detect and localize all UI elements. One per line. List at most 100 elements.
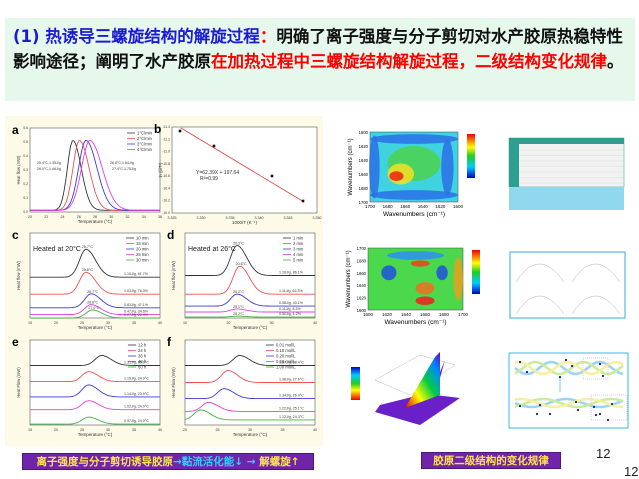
- ion-dot: [564, 358, 568, 362]
- y-tick-label: 1660: [357, 271, 367, 276]
- dsc-curve: [30, 293, 160, 309]
- dsc-curve: [185, 245, 315, 276]
- x-tick-label: 25: [80, 321, 84, 325]
- dsc-curve: [185, 388, 315, 400]
- curve-annotation: 0.11J/g, 8.3%: [279, 307, 302, 311]
- header-text-box: (1) 热诱导三螺旋结构的解旋过程：明确了离子强度与分子剪切对水产胶原热稳特性影…: [5, 18, 635, 101]
- table-header: [509, 138, 624, 144]
- panel-label: e: [12, 335, 19, 349]
- y-tick-label: 0.2: [23, 182, 28, 186]
- legend-label: 0.20 mol/L: [276, 354, 296, 359]
- y-tick-label: 0.4: [23, 154, 28, 158]
- peak-label: 20.3°C: [233, 242, 244, 246]
- x-tick-label: 1660: [400, 204, 411, 209]
- legend-label: 0.01 mol/L: [276, 343, 296, 348]
- peak-label: 26.7°C: [87, 290, 98, 294]
- x-tick-label: 22: [44, 215, 48, 219]
- x-tick-label: 20: [226, 321, 230, 325]
- dsc-curve: [185, 315, 315, 318]
- dsc-curve: [185, 293, 315, 307]
- contour-region: [436, 265, 448, 281]
- peak-annotation: 26.0°C,1.46J/g: [37, 167, 61, 171]
- dsc-curve: [185, 401, 315, 412]
- data-point: [212, 144, 216, 148]
- y-axis-label: Wavenumbers (cm⁻¹): [348, 138, 354, 195]
- x-tick-label: 30: [109, 215, 113, 219]
- contour-region: [369, 135, 380, 199]
- y-tick-label: -11.2: [163, 137, 171, 141]
- curve-annotation: 1.34J/g, 26.9°C: [279, 394, 304, 398]
- dsc-curve: [185, 265, 315, 295]
- data-point: [178, 129, 182, 133]
- y-tick-label: -11.0: [163, 150, 171, 154]
- y-tick-label: 1620: [357, 296, 367, 301]
- contour-region: [415, 282, 435, 295]
- contour-region: [387, 251, 444, 260]
- legend-label: 1 min: [293, 236, 304, 241]
- ion-dot: [598, 412, 602, 416]
- ion-dot: [525, 370, 529, 374]
- x-tick-label: 1600: [453, 204, 464, 209]
- x-tick-label: 40: [158, 321, 162, 325]
- x-tick-label: 40: [313, 321, 317, 325]
- y-tick-label: 1600: [357, 308, 367, 313]
- x-tick-label: 40: [313, 428, 317, 432]
- contour-region: [410, 260, 430, 267]
- x-tick-label: 32: [126, 215, 130, 219]
- x-tick-label: 3.335: [226, 216, 235, 220]
- curve-annotation: 1.16J/g, 86.1%: [279, 271, 304, 275]
- ion-dot: [594, 413, 598, 417]
- legend-label: 1°C/min: [137, 131, 153, 136]
- color-scale-bar: [467, 134, 475, 178]
- legend-label: 2°C/min: [137, 136, 153, 141]
- x-tick-label: 30: [248, 428, 252, 432]
- peak-label: 25.2°C: [233, 312, 244, 316]
- dsc-curve: [30, 416, 160, 425]
- ion-dot: [601, 374, 605, 378]
- x-axis-label: Temperature (°C): [78, 219, 113, 224]
- panel-label: a: [12, 123, 19, 137]
- curve-annotation: 0.27J/g, 20.4%: [124, 313, 149, 317]
- plot-frame: [29, 339, 161, 426]
- y-tick-label: 1600: [359, 130, 369, 135]
- peak-annotation: 25.4°C,1.35J/g: [37, 161, 61, 165]
- dsc-curve: [30, 271, 160, 295]
- x-tick-label: 1600: [363, 312, 374, 317]
- x-tick-label: 15: [28, 428, 32, 432]
- surface-peak: [405, 352, 440, 408]
- y-tick-label: -10.2: [162, 199, 170, 203]
- legend-label: 25 min: [136, 252, 149, 257]
- contour-region: [370, 134, 458, 144]
- header-highlight: 在加热过程中三螺旋结构解旋过程，二级结构变化规律: [211, 52, 607, 71]
- peak-label: 27.0°C: [88, 306, 99, 310]
- dsc-curve: [185, 355, 315, 366]
- curve-annotation: 0.83J/g, 47.1%: [124, 303, 149, 307]
- legend-label: 30 min: [136, 258, 149, 263]
- x-tick-label: 1640: [401, 312, 412, 317]
- y-tick-label: 1620: [359, 144, 369, 149]
- ion-dot: [610, 402, 614, 406]
- color-scale-bar: [472, 250, 480, 294]
- y-tick-label: 0.6: [23, 126, 28, 130]
- contour-region: [381, 265, 397, 281]
- slide-number: 12: [624, 464, 639, 479]
- y-axis-label: Heat flow (mW): [16, 155, 21, 184]
- y-tick-label: 1700: [359, 200, 369, 205]
- curve-annotation: 1.10J/g, 61.7%: [124, 272, 149, 276]
- dsc-curve: [30, 400, 160, 411]
- x-axis-label: Wavenumbers (cm⁻¹): [384, 319, 446, 326]
- dsc-curve: [30, 248, 160, 278]
- surface-base: [375, 360, 460, 425]
- x-axis-label: Temperature (°C): [233, 432, 268, 437]
- plot-frame: [171, 126, 318, 214]
- data-point: [270, 174, 274, 178]
- caption-part-1: 离子强度与分子剪切诱导胶原: [36, 456, 173, 468]
- contour-region: [415, 296, 435, 306]
- dsc-curve: [30, 384, 160, 398]
- panel-label: f: [167, 335, 172, 349]
- x-tick-label: 1700: [458, 312, 469, 317]
- peak-label: 20.6°C: [236, 262, 247, 266]
- header-body: 明确了离子强度与分子剪切对水产胶原热稳特性影响途径；阐明了水产胶原: [13, 27, 623, 71]
- caption-part-3: 解螺旋↑: [259, 456, 300, 468]
- panel-label: d: [167, 228, 174, 242]
